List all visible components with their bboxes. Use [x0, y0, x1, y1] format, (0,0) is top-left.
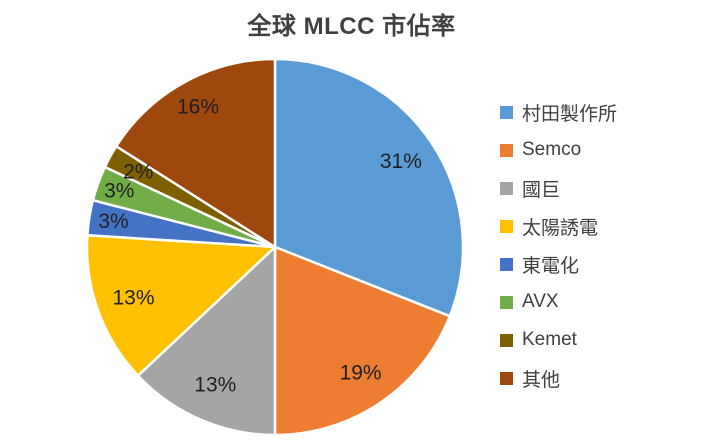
legend-item-label: 東電化 [522, 255, 580, 277]
pie-slice-3 [85, 233, 277, 377]
legend-marker-icon [500, 295, 513, 309]
legend-item-1: Semco [500, 131, 617, 169]
pie-slice-0 [273, 57, 465, 318]
legend-item-label: 國巨 [522, 179, 561, 201]
legend-item-label: Semco [522, 139, 582, 160]
pie-slice-2 [136, 245, 277, 437]
legend-item-5: AVX [500, 283, 617, 321]
legend-marker-icon [500, 143, 513, 157]
legend-item-0: 村田製作所 [500, 93, 617, 131]
legend-marker-icon [500, 219, 513, 233]
chart-title: 全球 MLCC 市佔率 [247, 13, 456, 40]
legend-marker-icon [500, 371, 513, 385]
pie-slices [85, 57, 465, 437]
legend-marker-icon [500, 181, 513, 195]
legend-item-4: 東電化 [500, 245, 617, 283]
legend-item-2: 國巨 [500, 169, 617, 207]
pie-slice-labels: 31%19%13%13%3%3%2%16% [98, 96, 422, 397]
pie-slice-label-7: 16% [177, 96, 219, 119]
legend-marker-icon [500, 257, 513, 271]
legend-item-label: 太陽誘電 [522, 217, 599, 239]
legend-item-6: Kemet [500, 321, 617, 359]
pie-slice-label-5: 3% [104, 180, 134, 203]
legend-item-label: 其他 [522, 369, 561, 391]
pie-slice-label-6: 2% [123, 160, 153, 183]
pie-slice-label-3: 13% [112, 286, 154, 309]
legend-item-label: 村田製作所 [522, 103, 618, 125]
legend-marker-icon [500, 105, 513, 119]
pie-slice-label-1: 19% [340, 361, 382, 384]
pie-slice-1 [273, 245, 452, 437]
legend-item-7: 其他 [500, 359, 617, 397]
pie-slice-label-0: 31% [380, 150, 422, 173]
legend-item-label: AVX [522, 291, 559, 312]
legend-item-label: Kemet [522, 329, 577, 350]
pie-slice-label-4: 3% [98, 210, 128, 233]
legend: 村田製作所 Semco 國巨太陽誘電東電化 AVX Kemet 其他 [500, 93, 617, 397]
legend-marker-icon [500, 333, 513, 347]
legend-item-3: 太陽誘電 [500, 207, 617, 245]
pie-slice-label-2: 13% [194, 374, 236, 397]
pie-slice-7 [115, 57, 277, 249]
